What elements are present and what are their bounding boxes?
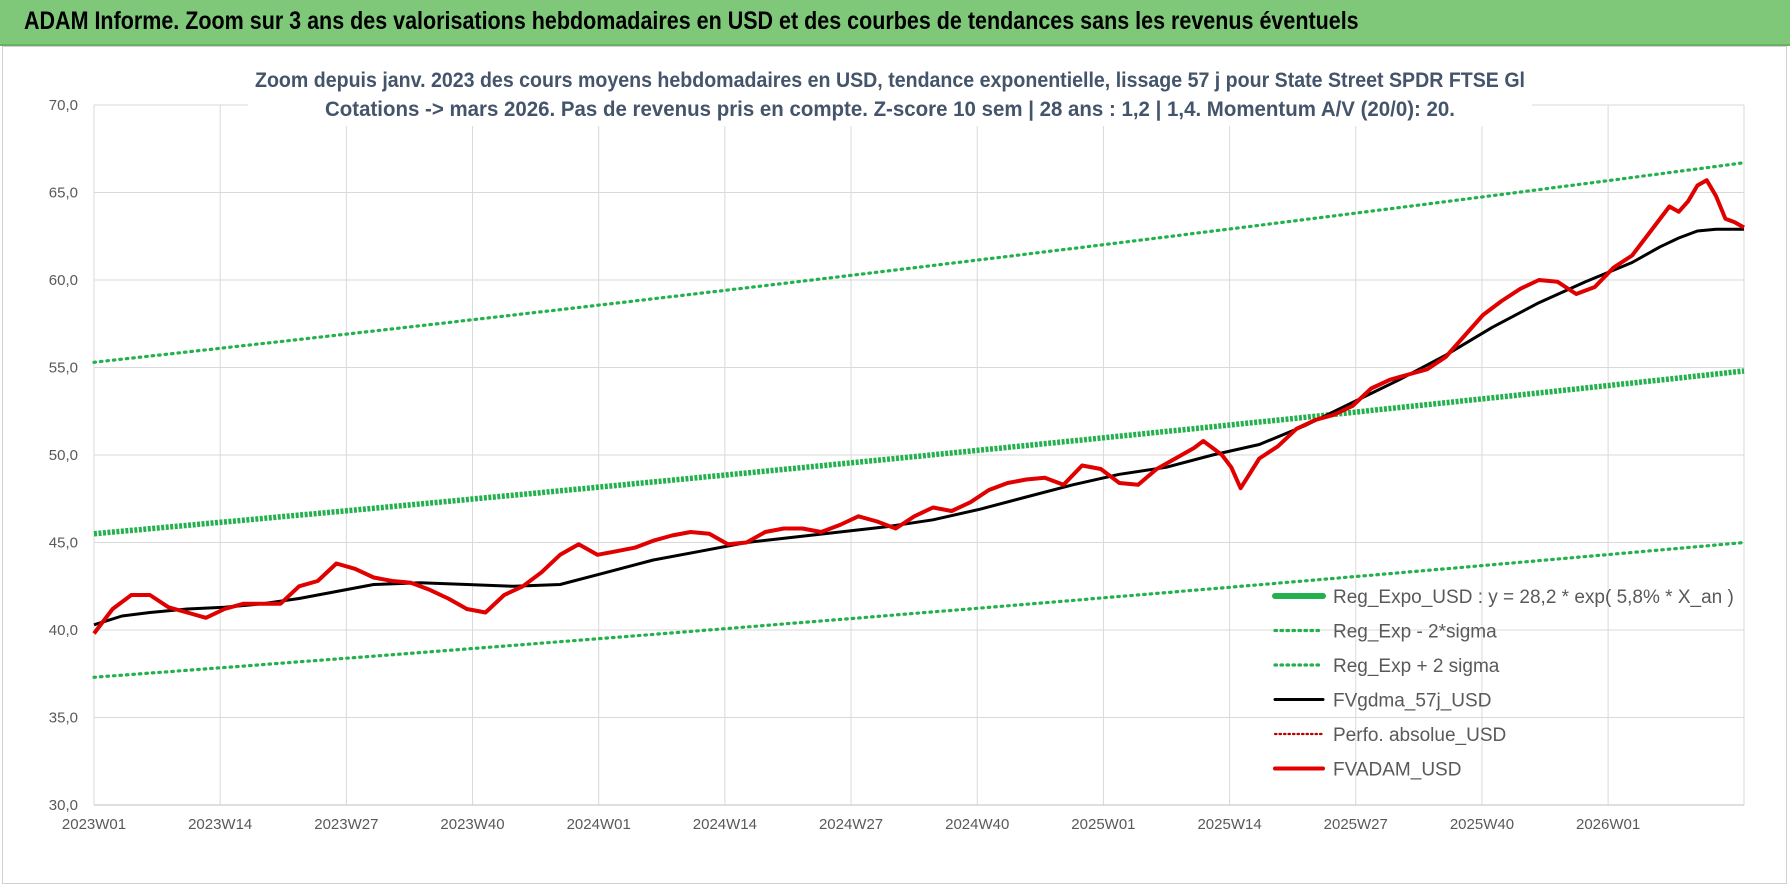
x-tick-label: 2023W14 [188, 816, 252, 833]
legend: Reg_Expo_USD : y = 28,2 * exp( 5,8% * X_… [1272, 587, 1734, 781]
plot-area [92, 161, 1746, 679]
y-tick-label: 30,0 [49, 797, 78, 814]
x-tick-label: 2026W01 [1576, 816, 1640, 833]
chart-title-line2: Cotations -> mars 2026. Pas de revenus p… [325, 98, 1455, 121]
y-tick-label: 40,0 [49, 622, 78, 639]
x-tick-label: 2024W27 [819, 816, 883, 833]
line-chart: 30,0 35,0 40,0 45,0 50,0 55,0 60,0 65,0 70,0 202… [49, 63, 1746, 833]
chart-title-line1: Zoom depuis janv. 2023 des cours moyens … [255, 69, 1525, 92]
x-tick-label: 2023W27 [314, 816, 378, 833]
series-reg-exp-plus-2-sigma [92, 161, 1746, 364]
x-tick-label: 2024W14 [693, 816, 757, 833]
x-tick-label: 2024W40 [945, 816, 1009, 833]
series-fvgdma-57j-usd [93, 227, 1744, 627]
chart-frame: 30,0 35,0 40,0 45,0 50,0 55,0 60,0 65,0 70,0 202… [2, 46, 1787, 884]
y-tick-label: 60,0 [49, 272, 78, 289]
y-tick-label: 65,0 [49, 185, 78, 202]
legend-entry: Reg_Exp + 2 sigma [1333, 656, 1500, 677]
legend-entry: FVADAM_USD [1333, 760, 1461, 781]
x-tick-label: 2025W27 [1324, 816, 1388, 833]
x-axis: 2023W01 2023W14 2023W27 2023W40 2024W01 2024W… [62, 804, 1744, 833]
series-reg-exp-minus-2-sigma [92, 540, 1746, 679]
x-tick-label: 2025W40 [1450, 816, 1514, 833]
gridlines [93, 104, 1745, 806]
x-tick-label: 2025W14 [1197, 816, 1261, 833]
legend-entry: FVgdma_57j_USD [1333, 691, 1491, 712]
chart-title: Zoom depuis janv. 2023 des cours moyens … [248, 63, 1532, 126]
y-tick-label: 35,0 [49, 710, 78, 727]
x-tick-label: 2025W01 [1071, 816, 1135, 833]
y-tick-label: 50,0 [49, 447, 78, 464]
x-tick-label: 2023W40 [440, 816, 504, 833]
y-axis: 30,0 35,0 40,0 45,0 50,0 55,0 60,0 65,0 70,0 [49, 97, 78, 814]
series-reg-expo-usd [93, 368, 1745, 537]
y-tick-label: 55,0 [49, 360, 78, 377]
y-tick-label: 70,0 [49, 97, 78, 114]
banner-title: ADAM Informe. Zoom sur 3 ans des valoris… [24, 7, 1359, 35]
y-tick-label: 45,0 [49, 535, 78, 552]
legend-entry: Perfo. absolue_USD [1333, 725, 1506, 746]
legend-entry: Reg_Exp - 2*sigma [1333, 622, 1497, 643]
x-tick-label: 2023W01 [62, 816, 126, 833]
x-tick-label: 2024W01 [567, 816, 631, 833]
series-fvadam-usd [92, 178, 1745, 635]
legend-entry: Reg_Expo_USD : y = 28,2 * exp( 5,8% * X_… [1333, 587, 1734, 608]
title-banner: ADAM Informe. Zoom sur 3 ans des valoris… [0, 0, 1790, 46]
